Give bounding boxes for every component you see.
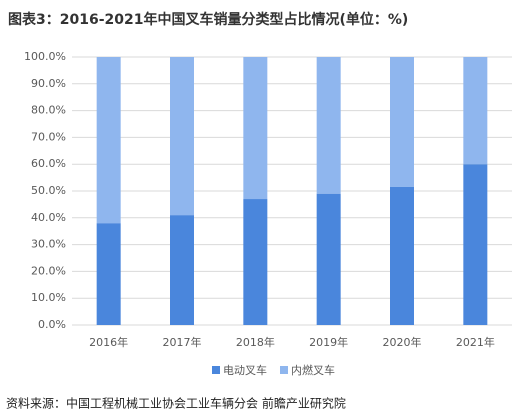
y-tick-label: 10.0% bbox=[31, 291, 66, 304]
y-tick-label: 30.0% bbox=[31, 238, 66, 251]
legend-swatch bbox=[212, 366, 220, 374]
legend-label: 电动叉车 bbox=[223, 363, 267, 377]
legend-label: 内燃叉车 bbox=[291, 363, 335, 377]
y-tick-label: 70.0% bbox=[31, 130, 66, 143]
x-tick-label: 2016年 bbox=[89, 335, 128, 349]
bar-segment bbox=[463, 164, 488, 325]
bar-segment bbox=[96, 57, 121, 224]
x-tick-label: 2021年 bbox=[456, 335, 495, 349]
y-tick-label: 20.0% bbox=[31, 264, 66, 277]
chart-title: 图表3：2016-2021年中国叉车销量分类型占比情况(单位：%) bbox=[8, 11, 408, 28]
x-tick-label: 2020年 bbox=[383, 335, 422, 349]
y-tick-label: 80.0% bbox=[31, 104, 66, 117]
y-tick-label: 40.0% bbox=[31, 211, 66, 224]
bar-segment bbox=[243, 199, 268, 325]
bar-segment bbox=[243, 57, 268, 200]
y-tick-label: 50.0% bbox=[31, 184, 66, 197]
x-tick-label: 2017年 bbox=[163, 335, 202, 349]
bar-segment bbox=[390, 57, 414, 187]
y-tick-label: 100.0% bbox=[24, 50, 66, 63]
bar-segment bbox=[170, 215, 194, 325]
source: 资料来源：中国工程机械工业协会工业车辆分会 前瞻产业研究院 bbox=[6, 396, 346, 411]
legend-swatch bbox=[280, 366, 288, 374]
bar-segment bbox=[316, 193, 341, 325]
y-tick-label: 60.0% bbox=[31, 157, 66, 170]
y-tick-label: 90.0% bbox=[31, 77, 66, 90]
bar-segment bbox=[463, 57, 488, 165]
bar-segment bbox=[390, 186, 414, 325]
y-tick-label: 0.0% bbox=[38, 318, 66, 331]
bar-segment bbox=[170, 57, 194, 216]
bar-segment bbox=[96, 223, 121, 325]
x-tick-label: 2018年 bbox=[236, 335, 275, 349]
bar-segment bbox=[316, 57, 341, 194]
x-tick-label: 2019年 bbox=[309, 335, 348, 349]
